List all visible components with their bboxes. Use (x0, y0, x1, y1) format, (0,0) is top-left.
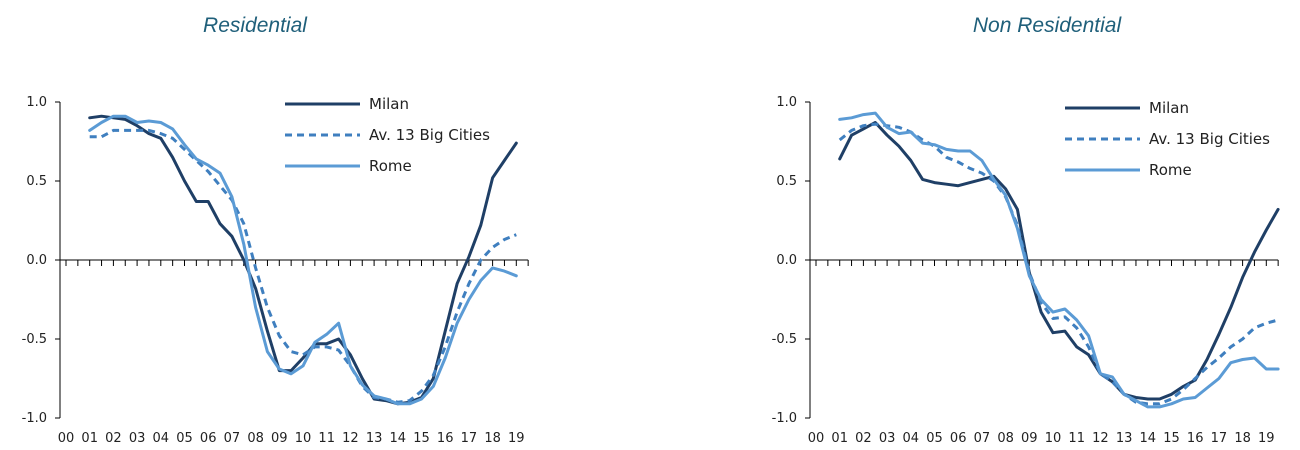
x-tick-label: 09 (271, 431, 288, 446)
y-tick-label: 0.0 (26, 253, 47, 268)
legend-label: Milan (1149, 99, 1189, 117)
x-tick-label: 11 (1068, 431, 1085, 446)
x-tick-label: 13 (1116, 431, 1133, 446)
x-tick-label: 09 (1021, 431, 1038, 446)
y-tick-label: 0.5 (776, 174, 797, 189)
x-tick-label: 07 (224, 431, 241, 446)
legend-label: Rome (369, 157, 412, 175)
series-line-av-13-big-cities (89, 128, 517, 404)
x-tick-label: 12 (1092, 431, 1109, 446)
series-line-av-13-big-cities (838, 122, 1279, 406)
x-tick-label: 04 (903, 431, 920, 446)
x-tick-label: 14 (1140, 431, 1157, 446)
x-tick-label: 03 (879, 431, 896, 446)
series-line-milan (838, 121, 1280, 401)
x-tick-label: 19 (1258, 431, 1275, 446)
x-tick-label: 02 (855, 431, 872, 446)
x-tick-label: 01 (831, 431, 848, 446)
x-tick-label: 19 (508, 431, 525, 446)
x-tick-label: 15 (1163, 431, 1180, 446)
y-tick-label: 1.0 (26, 95, 47, 110)
legend-label: Av. 13 Big Cities (1149, 130, 1270, 148)
x-tick-label: 10 (1045, 431, 1062, 446)
chart-panel-non-residential: Non Residential 1.0 0.5 0.0 -0.5 -1.0 00 01 02 0… (650, 0, 1300, 450)
non-residential-line-chart: 1.0 0.5 0.0 -0.5 -1.0 00 01 02 03 04 05 06 07 08 09 10 1… (772, 95, 1280, 446)
x-tick-label: 06 (950, 431, 967, 446)
chart-title: Non Residential (972, 14, 1122, 37)
y-tick-label: -1.0 (772, 411, 797, 426)
x-tick-label: 05 (926, 431, 943, 446)
chart-title: Residential (203, 14, 307, 37)
y-tick-label: 0.0 (776, 253, 797, 268)
x-tick-label: 12 (342, 431, 359, 446)
chart-panel-residential: Residential 1.0 0.5 0.0 -0.5 -1.0 00 01 02 03 04 0… (22, 14, 529, 446)
x-tick-label: 08 (247, 431, 264, 446)
x-tick-label: 15 (413, 431, 430, 446)
x-tick-label: 11 (318, 431, 335, 446)
y-tick-label: 1.0 (776, 95, 797, 110)
x-tick-label: 00 (58, 431, 75, 446)
series-line-rome (838, 111, 1280, 409)
x-tick-label: 17 (461, 431, 478, 446)
x-tick-label: 01 (81, 431, 98, 446)
x-tick-label: 06 (200, 431, 217, 446)
x-tick-label: 16 (437, 431, 454, 446)
x-tick-label: 03 (129, 431, 146, 446)
series-line-rome (88, 114, 518, 406)
x-tick-label: 08 (997, 431, 1014, 446)
x-tick-label: 13 (366, 431, 383, 446)
legend-label: Av. 13 Big Cities (369, 126, 490, 144)
y-tick-label: -0.5 (22, 332, 47, 347)
y-tick-label: -1.0 (22, 411, 47, 426)
y-tick-label: 0.5 (26, 174, 47, 189)
x-tick-label: 07 (974, 431, 991, 446)
x-tick-label: 02 (105, 431, 122, 446)
residential-line-chart: 1.0 0.5 0.0 -0.5 -1.0 00 01 02 03 04 05 06 07 08 09 10 1… (22, 95, 529, 446)
x-tick-label: 04 (153, 431, 170, 446)
legend-label: Milan (369, 95, 409, 113)
x-tick-label: 16 (1187, 431, 1204, 446)
legend-label: Rome (1149, 161, 1192, 179)
x-tick-label: 10 (295, 431, 312, 446)
y-tick-label: -0.5 (772, 332, 797, 347)
x-tick-label: 17 (1211, 431, 1228, 446)
series-line-milan (88, 114, 518, 406)
x-tick-label: 00 (808, 431, 825, 446)
x-tick-label: 18 (1234, 431, 1251, 446)
x-tick-label: 05 (176, 431, 193, 446)
x-tick-label: 14 (390, 431, 407, 446)
x-tick-label: 18 (484, 431, 501, 446)
